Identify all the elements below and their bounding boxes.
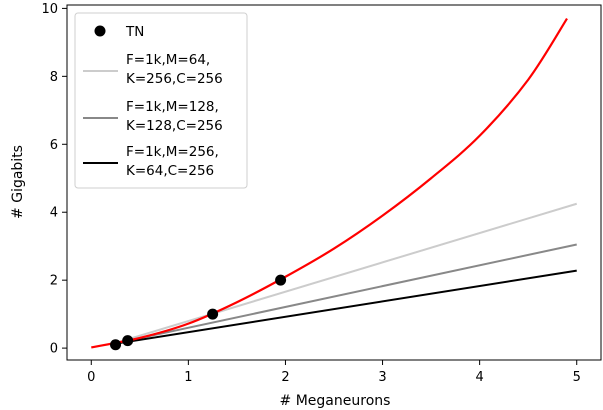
x-tick-label: 1: [184, 370, 192, 385]
legend-label-1: F=1k,M=64, K=256,C=256: [126, 52, 223, 87]
tn-point: [110, 339, 122, 351]
legend-marker-tn: [94, 25, 106, 37]
legend: TN F=1k,M=64, K=256,C=256 F=1k,M=128, K=128,…: [74, 12, 248, 189]
legend-label-tn: TN: [125, 24, 144, 40]
series-curve-red: [91, 17, 568, 349]
x-axis: 0 1 2 3 4 5: [87, 360, 581, 385]
series-line-3: [115, 269, 577, 345]
x-tick-label: 4: [475, 370, 483, 385]
tn-point: [122, 335, 134, 347]
y-tick-label: 8: [50, 70, 58, 85]
x-tick-label: 3: [378, 370, 386, 385]
legend-label-3: F=1k,M=256, K=64,C=256: [126, 144, 219, 179]
series-line-2: [115, 243, 577, 345]
y-tick-label: 10: [41, 2, 58, 17]
series-line-1: [115, 202, 578, 344]
x-tick-label: 5: [573, 370, 581, 385]
y-tick-label: 2: [50, 274, 58, 289]
y-tick-label: 0: [50, 342, 58, 357]
series-layer: [91, 17, 578, 351]
legend-frame: [74, 12, 248, 189]
y-tick-label: 6: [50, 138, 58, 153]
y-axis: 0 2 4 6 8 10: [41, 2, 67, 357]
x-axis-title: # Meganeurons: [280, 393, 391, 409]
x-tick-label: 0: [87, 370, 95, 385]
y-axis-title: # Gigabits: [10, 145, 26, 219]
x-tick-label: 2: [281, 370, 289, 385]
tn-point: [275, 274, 287, 286]
legend-label-2: F=1k,M=128, K=128,C=256: [126, 99, 223, 134]
tn-point: [207, 308, 219, 320]
y-tick-label: 4: [50, 206, 58, 221]
